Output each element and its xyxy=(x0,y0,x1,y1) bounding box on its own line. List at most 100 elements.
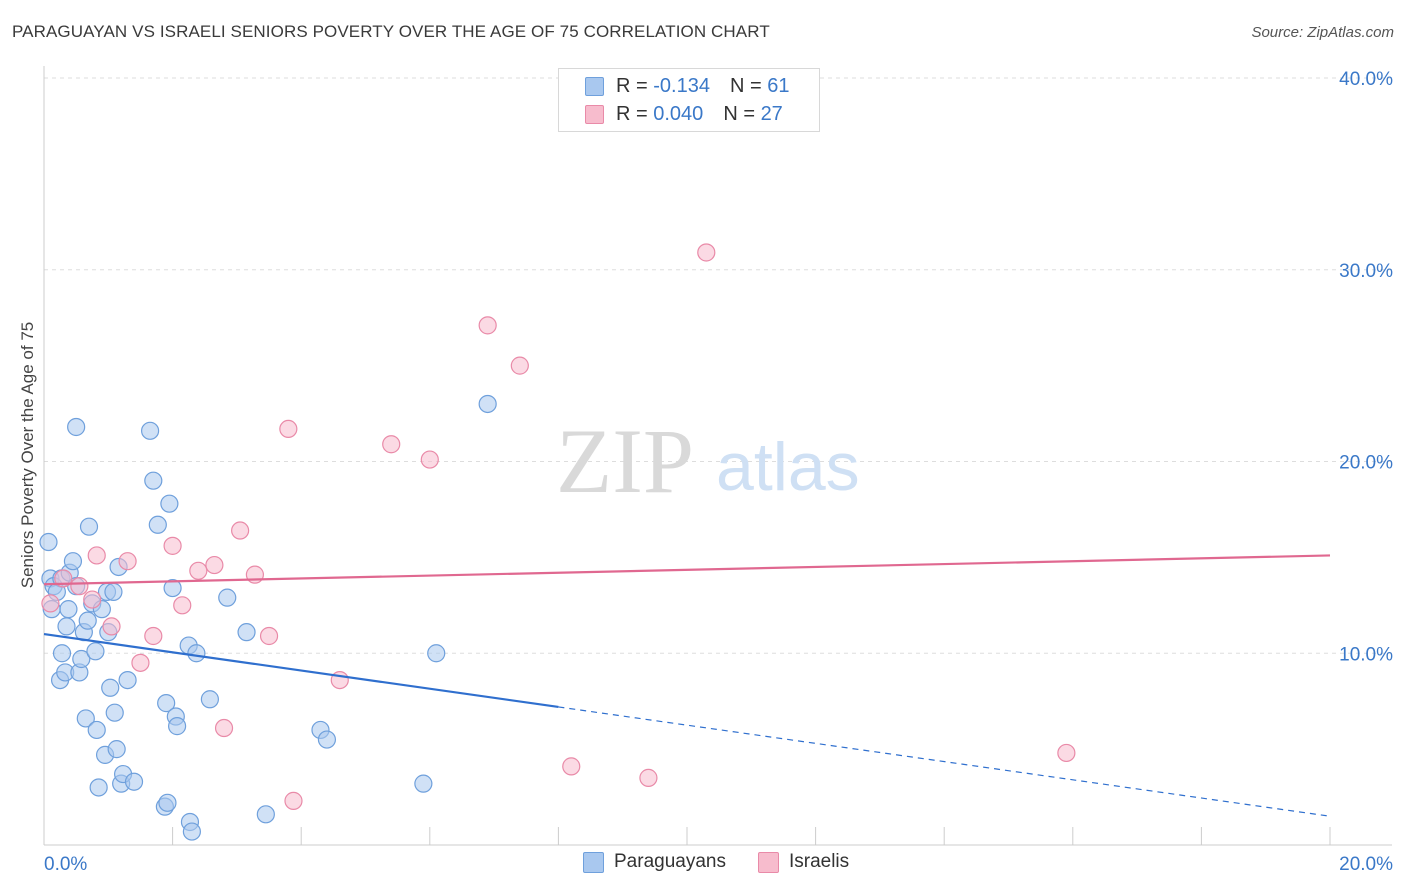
point-paraguayans xyxy=(182,822,201,841)
point-paraguayans xyxy=(200,690,219,709)
chart-title: PARAGUAYAN VS ISRAELI SENIORS POVERTY OV… xyxy=(12,22,770,41)
axes xyxy=(43,66,1392,846)
point-israelis xyxy=(510,356,529,375)
point-paraguayans xyxy=(101,678,120,697)
point-paraguayans xyxy=(76,709,95,728)
legend-n-label: N = xyxy=(723,102,755,125)
point-paraguayans xyxy=(52,644,72,663)
point-paraguayans xyxy=(39,532,58,552)
point-israelis xyxy=(118,552,137,571)
legend-r-label: R = xyxy=(616,102,648,125)
series-swatch-israelis xyxy=(757,851,779,873)
point-paraguayans xyxy=(118,670,137,690)
series-swatch-paraguayans xyxy=(583,851,604,873)
point-paraguayans xyxy=(414,774,433,793)
trend-lines xyxy=(43,554,1331,817)
trend-israelis xyxy=(43,554,1331,586)
point-paraguayans xyxy=(79,517,99,536)
grid xyxy=(44,77,1392,654)
point-israelis xyxy=(144,626,163,646)
y-tick-label: 40.0% xyxy=(1339,69,1393,90)
point-paraguayans xyxy=(218,588,237,607)
watermark-atlas: atlas xyxy=(716,429,860,505)
legend-r-value: -0.134 xyxy=(653,74,710,97)
y-tick-label: 30.0% xyxy=(1339,261,1393,282)
point-paraguayans xyxy=(124,772,144,791)
watermark-zip: ZIP xyxy=(556,410,694,512)
point-paraguayans xyxy=(104,582,123,601)
source-label: Source: ZipAtlas.com xyxy=(1251,24,1394,41)
series-legend-israelis: Israelis xyxy=(757,851,849,873)
y-tick-label: 10.0% xyxy=(1339,644,1393,665)
y-tick-label: 20.0% xyxy=(1339,453,1393,474)
point-paraguayans xyxy=(140,421,160,440)
point-paraguayans xyxy=(67,417,86,437)
point-israelis xyxy=(131,653,150,672)
correlation-legend: R = -0.134 N = 61 R = 0.040 N = 27 xyxy=(558,68,820,132)
point-israelis xyxy=(562,757,581,776)
legend-swatch-paraguayans xyxy=(585,76,604,96)
legend-n-value: 27 xyxy=(760,102,783,125)
point-israelis xyxy=(231,521,250,540)
point-paraguayans xyxy=(59,600,78,619)
point-israelis xyxy=(214,718,234,738)
point-paraguayans xyxy=(89,778,108,797)
point-paraguayans xyxy=(168,717,187,736)
point-paraguayans xyxy=(317,730,337,749)
point-paraguayans xyxy=(105,703,124,722)
point-paraguayans xyxy=(57,617,76,636)
point-paraguayans xyxy=(87,720,106,740)
point-paraguayans xyxy=(427,644,446,663)
point-paraguayans xyxy=(158,793,177,812)
legend-r-label: R = xyxy=(616,74,648,97)
point-paraguayans xyxy=(78,611,97,630)
point-israelis xyxy=(639,768,658,787)
point-israelis xyxy=(102,617,121,636)
data-points xyxy=(39,243,1076,841)
point-paraguayans xyxy=(478,394,497,414)
point-israelis xyxy=(163,536,182,555)
point-paraguayans xyxy=(72,649,91,669)
trend-paraguayans xyxy=(43,632,559,709)
x-tick-label: 0.0% xyxy=(44,854,87,875)
legend-row-israelis: R = 0.040 N = 27 xyxy=(585,101,783,127)
legend-row-paraguayans: R = -0.134 N = 61 xyxy=(585,73,789,99)
legend-n-label: N = xyxy=(729,74,762,97)
point-israelis xyxy=(1057,743,1076,763)
trend-paraguayans-dashed xyxy=(558,706,1331,817)
legend-r-value: 0.040 xyxy=(653,102,704,125)
series-legend-paraguayans: Paraguayans xyxy=(583,851,726,873)
watermark: ZIP atlas xyxy=(556,410,860,512)
point-paraguayans xyxy=(157,694,176,713)
point-israelis xyxy=(382,435,401,454)
point-paraguayans xyxy=(63,552,83,571)
point-israelis xyxy=(41,594,60,613)
point-israelis xyxy=(189,561,208,580)
point-israelis xyxy=(205,555,224,575)
point-paraguayans xyxy=(160,494,179,513)
point-israelis xyxy=(173,596,192,615)
point-israelis xyxy=(83,590,102,609)
y-axis-label: Seniors Poverty Over the Age of 75 xyxy=(18,321,37,589)
point-paraguayans xyxy=(148,515,167,534)
point-paraguayans xyxy=(256,805,275,824)
point-paraguayans xyxy=(144,471,163,490)
point-israelis xyxy=(420,450,439,469)
point-israelis xyxy=(478,316,497,335)
point-israelis xyxy=(70,577,89,596)
point-israelis xyxy=(284,791,303,810)
point-paraguayans xyxy=(187,644,206,663)
point-israelis xyxy=(697,243,716,262)
point-israelis xyxy=(279,419,298,439)
point-paraguayans xyxy=(237,623,256,642)
series-legend: Paraguayans Israelis xyxy=(583,851,881,873)
point-paraguayans xyxy=(107,740,126,759)
point-paraguayans xyxy=(163,578,182,598)
tick-labels: 10.0% 20.0% 30.0% 40.0% 0.0% 20.0% xyxy=(44,69,1393,875)
x-tick-label: 20.0% xyxy=(1339,854,1393,875)
point-israelis xyxy=(87,546,106,565)
point-paraguayans xyxy=(86,642,105,661)
series-label-paraguayans: Paraguayans xyxy=(614,851,726,872)
legend-swatch-israelis xyxy=(585,104,604,124)
